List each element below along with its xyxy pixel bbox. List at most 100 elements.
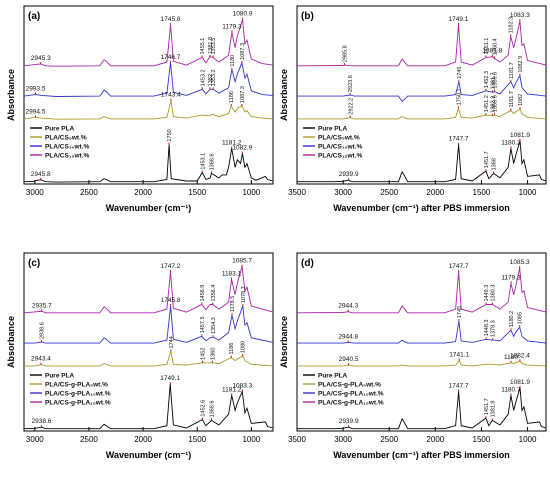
peak-label: 1083.3	[510, 12, 530, 19]
series-line-3	[23, 19, 274, 67]
x-tick-label: 1000	[242, 188, 260, 197]
legend-entry: Pure PLA	[318, 126, 348, 133]
legend-entry: PLA/CS₁₀wt.%	[45, 144, 89, 151]
peak-label: 1181.7	[509, 91, 515, 107]
peak-label: 1747.7	[449, 383, 469, 390]
peak-label: 1745.8	[161, 297, 181, 304]
legend-entry: PLA/CS-g-PLA₁₅wt.%	[45, 400, 111, 407]
series-line-1	[297, 106, 547, 120]
legend-entry: PLA/CS-g-PLA₁₅wt.%	[318, 400, 384, 407]
x-tick-label: 3500	[288, 435, 306, 444]
peak-label: 1456.9	[200, 285, 206, 302]
panel-0: (a) 3000 2500 2000 1500 1000 Wavenumber (cm⁻¹)…	[6, 5, 274, 213]
peak-label: 1452.3	[484, 71, 490, 88]
peak-label: 1180	[504, 354, 518, 361]
peak-label: 1082.9	[518, 56, 524, 73]
series-line-1	[23, 100, 274, 120]
peak-label: 1085.7	[232, 258, 252, 265]
peak-label: 1746.7	[161, 54, 181, 61]
legend-entry: PLA/CS-g-PLA₅wt.%	[45, 382, 108, 389]
peak-label: 1747.7	[449, 263, 469, 270]
peak-label: 1750.1	[456, 88, 462, 105]
peak-label: 1180	[230, 55, 236, 67]
peak-label: 1178.5	[230, 296, 236, 312]
x-tick-label: 1500	[188, 435, 206, 444]
y-axis-label: Absorbance	[279, 69, 289, 121]
x-tick-label: 1000	[519, 435, 537, 444]
peak-label: 1085.3	[510, 259, 530, 266]
peak-label: 1451.2	[484, 95, 490, 112]
peak-label: 1451.7	[484, 151, 490, 168]
x-tick-label: 1000	[519, 188, 537, 197]
peak-label: 1087.3	[240, 86, 246, 103]
panel-2: (c) 3000 2500 2000 1500 1000 Wavenumber (cm⁻¹)…	[6, 252, 274, 460]
legend-entry: PLA/CS₅wt.%	[45, 135, 87, 142]
panel-label: (b)	[301, 11, 314, 22]
legend-entry: PLA/CS₅wt.%	[318, 135, 360, 142]
peak-label: 1356.4	[211, 285, 217, 302]
peak-label: 2944.8	[338, 333, 358, 340]
legend-entry: Pure PLA	[45, 126, 75, 133]
peak-label: 2939.9	[339, 171, 359, 178]
peak-label: 1453.1	[200, 153, 206, 170]
peak-label: 1354.3	[211, 317, 217, 334]
peak-label: 1180.2	[501, 139, 521, 146]
peak-label: 1368.6	[209, 154, 215, 171]
peak-label: 1449.3	[484, 285, 490, 302]
peak-label: 1082.9	[232, 145, 252, 152]
peak-label: 2938.6	[39, 322, 45, 339]
peak-label: 1451.1	[484, 38, 490, 55]
x-tick-label: 3000	[26, 188, 44, 197]
peak-label: 1381.8	[208, 37, 214, 54]
peak-label: 1085	[518, 312, 524, 324]
peak-label: 2994.5	[25, 108, 45, 115]
x-tick-label: 2500	[380, 188, 398, 197]
x-tick-label: 2500	[380, 435, 398, 444]
peak-label: 1353.5	[211, 38, 217, 55]
peak-label: 2985.8	[342, 45, 348, 62]
peak-label: 1360	[210, 348, 216, 360]
x-tick-label: 1500	[473, 188, 491, 197]
peak-label: 1181.2	[222, 139, 242, 146]
x-axis-label: Wavenumber (cm⁻¹) after PBS immersion	[333, 203, 509, 213]
series-line-3	[296, 21, 547, 67]
legend-entry: PLA/CS-g-PLA₁₀wt.%	[318, 391, 384, 398]
peak-label: 1745.8	[161, 16, 181, 23]
series-line-0	[23, 383, 274, 430]
peak-label: 2938.6	[32, 418, 52, 425]
x-tick-label: 3500	[288, 188, 306, 197]
peak-label: 1186	[229, 343, 235, 355]
peak-label: 2993.5	[26, 86, 46, 93]
peak-label: 1179.3	[222, 24, 242, 31]
panel-3: (d) 3500 3000 2500 2000 1500 1000 Wavenumber (c…	[279, 252, 547, 460]
peak-label: 1749.1	[160, 375, 180, 382]
peak-label: 1381.8	[490, 401, 496, 418]
peak-label: 1360.4	[492, 38, 498, 55]
legend-entry: PLA/CS₁₅wt.%	[45, 153, 90, 160]
x-tick-label: 1500	[188, 188, 206, 197]
peak-label: 2943.4	[31, 356, 51, 363]
panel-1: (b) 3500 3000 2500 2000 1500 1000 Wavenumber (c…	[279, 5, 547, 213]
peak-label: 1743.4	[161, 92, 181, 99]
peak-label: 1082.4	[510, 352, 530, 359]
y-axis-label: Absorbance	[6, 316, 16, 368]
peak-label: 1180.2	[509, 311, 515, 327]
y-axis-label: Absorbance	[279, 316, 289, 368]
peak-label: 2945.3	[31, 55, 51, 62]
peak-label: 1750	[167, 129, 173, 141]
series-line-0	[23, 144, 274, 183]
x-tick-label: 1500	[473, 435, 491, 444]
peak-label: 1080.9	[233, 11, 253, 18]
peak-label: 2944.3	[338, 303, 358, 310]
peak-label: 1359.6	[492, 95, 498, 112]
peak-label: 1368	[492, 158, 498, 170]
legend-entry: PLA/CS₁₀wt.%	[318, 144, 362, 151]
panel-label: (d)	[301, 258, 314, 269]
peak-label: 1452	[200, 348, 206, 360]
peak-label: 1368.6	[209, 401, 215, 418]
peak-label: 1183.1	[222, 271, 242, 278]
x-tick-label: 3000	[334, 188, 352, 197]
plot-frame	[296, 5, 547, 185]
x-axis-label: Wavenumber (cm⁻¹) after PBS immersion	[333, 450, 509, 460]
